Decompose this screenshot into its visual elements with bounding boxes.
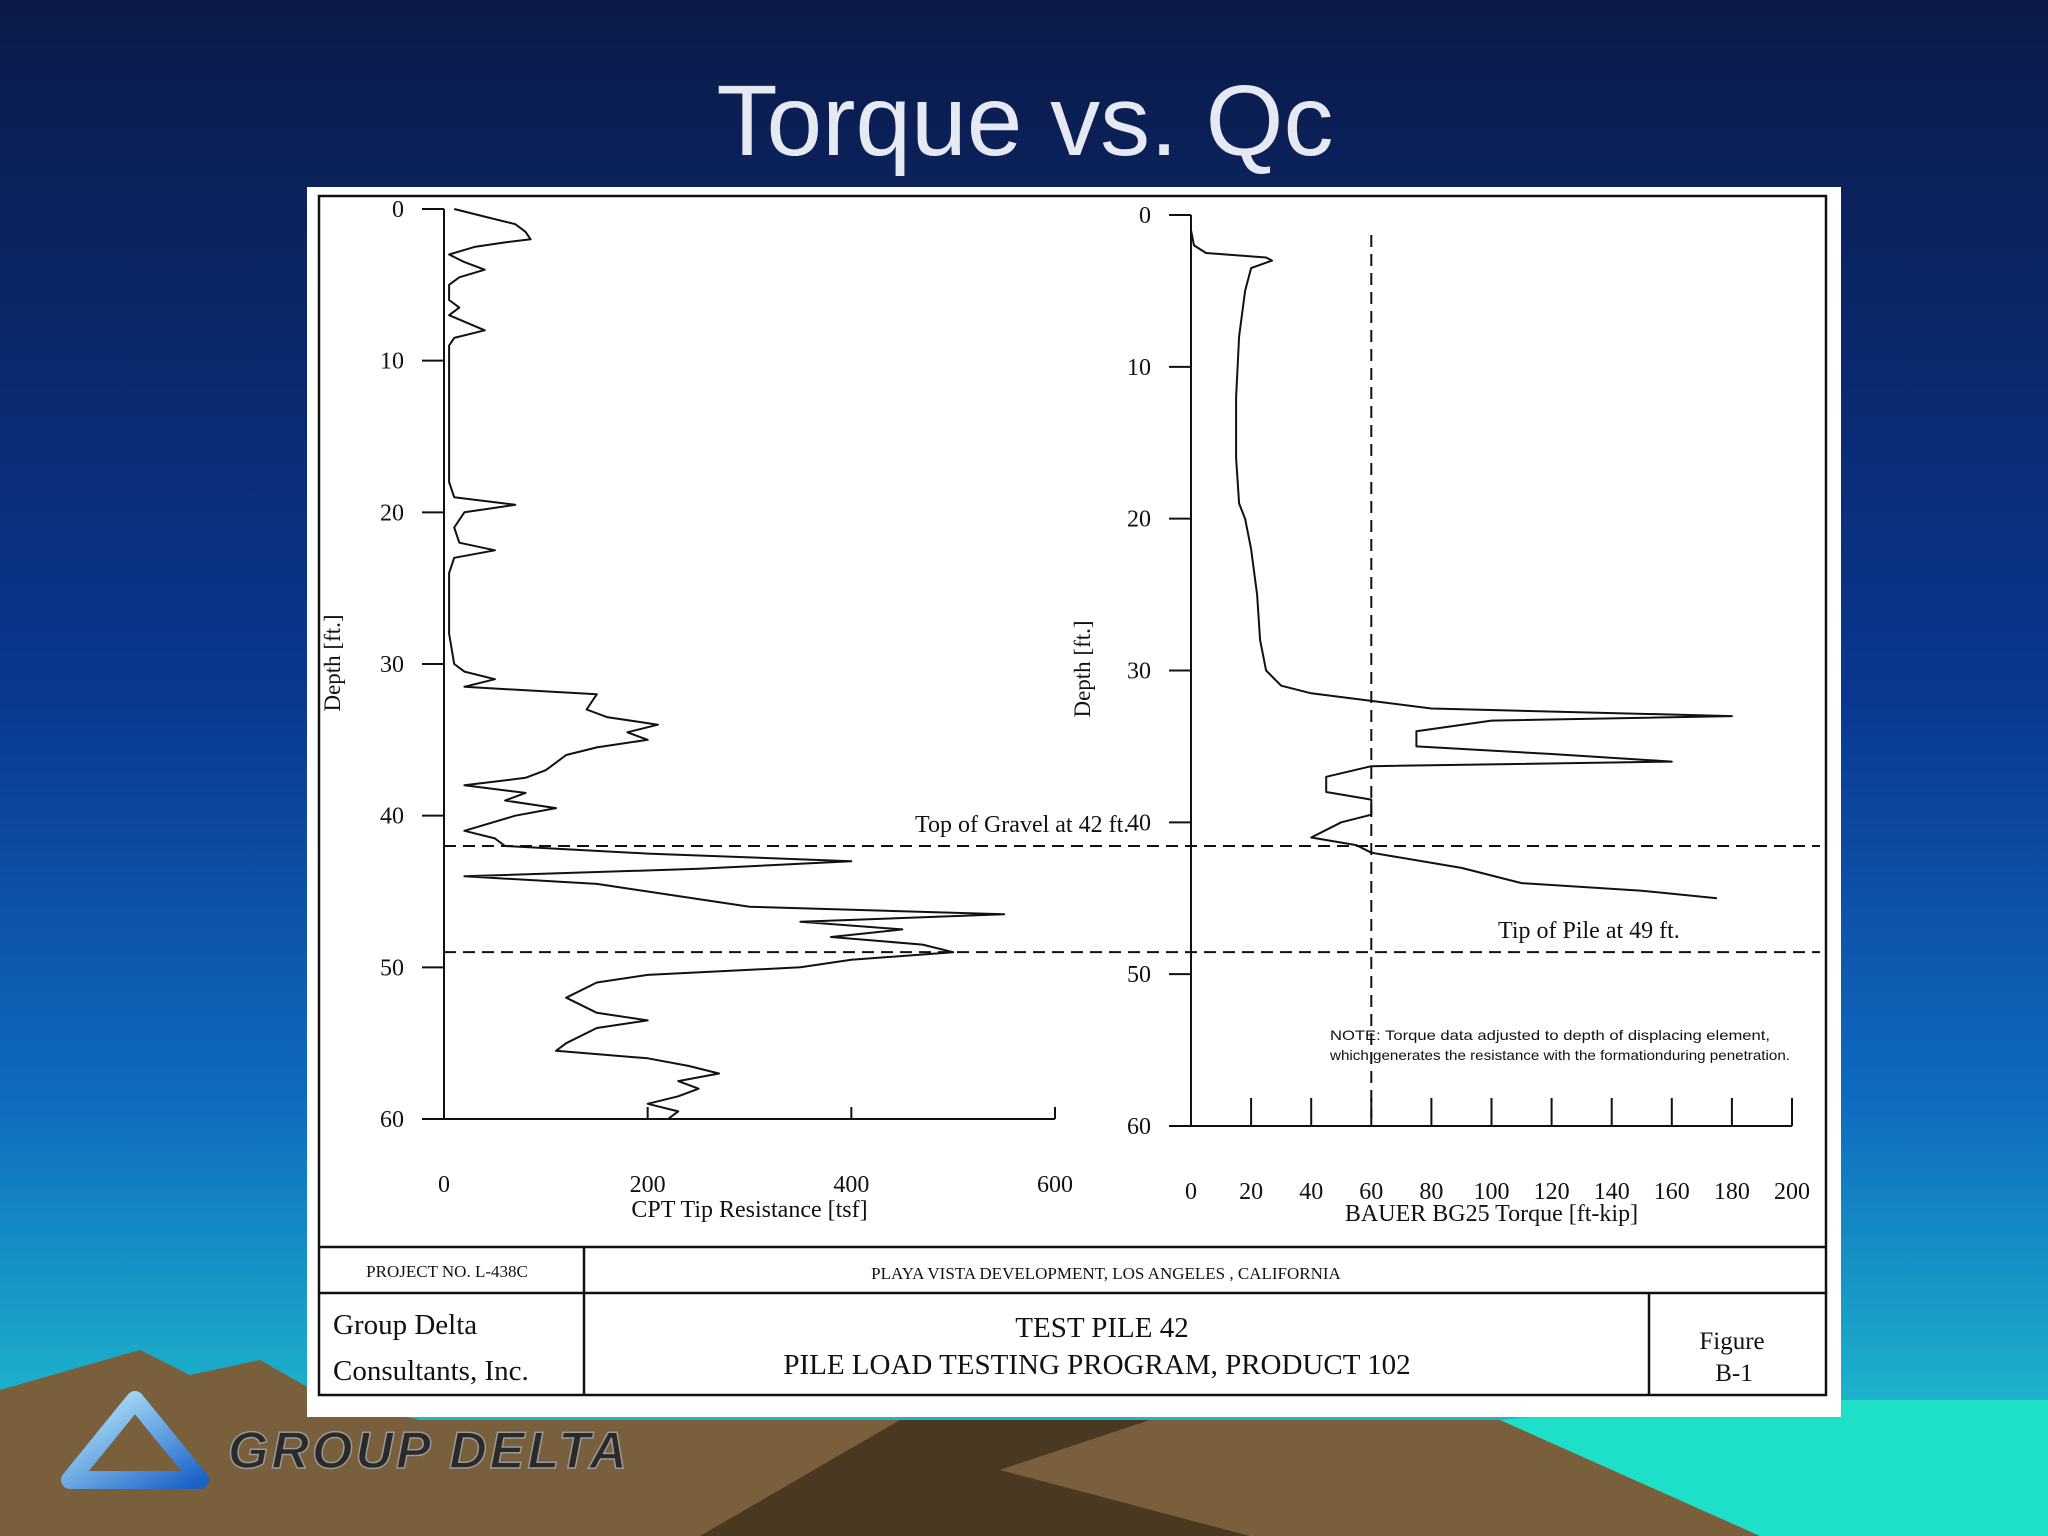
x-axis-title: BAUER BG25 Torque [ft-kip] (1345, 1201, 1638, 1227)
y-tick-label: 10 (380, 349, 404, 375)
y-tick-label: 40 (380, 804, 404, 830)
profile-line (448, 208, 1006, 1120)
reference-label: Top of Gravel at 42 ft. (915, 812, 1129, 838)
project-number: PROJECT NO. L-438C (366, 1262, 528, 1281)
x-tick-label: 60 (1359, 1179, 1383, 1205)
y-tick-label: 0 (1139, 203, 1151, 229)
x-tick-label: 20 (1239, 1179, 1263, 1205)
y-tick-label: 30 (380, 652, 404, 678)
company: Group Delta (333, 1309, 477, 1341)
y-tick-label: 30 (1127, 659, 1151, 685)
x-tick-label: 0 (1185, 1179, 1197, 1205)
x-tick-label: 100 (1474, 1179, 1510, 1205)
x-tick-label: 40 (1299, 1179, 1323, 1205)
x-tick-label: 200 (630, 1172, 666, 1198)
profile-line (1190, 215, 1733, 900)
figure-title: TEST PILE 42 (1015, 1312, 1188, 1344)
x-tick-label: 400 (833, 1172, 869, 1198)
project-location: PLAYA VISTA DEVELOPMENT, LOS ANGELES , C… (871, 1264, 1341, 1283)
figure-label: Figure (1699, 1328, 1764, 1355)
y-axis-title: Depth [ft.] (1070, 620, 1095, 717)
figure-frame (317, 194, 1828, 1397)
y-axis-title: Depth [ft.] (320, 614, 345, 711)
mountain-shadow (700, 1420, 1250, 1536)
title-block-lines (319, 1245, 1826, 1395)
x-tick-label: 200 (1774, 1179, 1810, 1205)
x-tick-label: 140 (1594, 1179, 1630, 1205)
figure-panel (307, 187, 1841, 1417)
y-tick-label: 20 (1127, 507, 1151, 533)
logo (61, 1391, 209, 1489)
note: which generates the resistance with the … (1329, 1047, 1790, 1063)
figure-title: PILE LOAD TESTING PROGRAM, PRODUCT 102 (783, 1349, 1410, 1381)
x-tick-label: 160 (1654, 1179, 1690, 1205)
x-tick-label: 600 (1037, 1172, 1073, 1198)
company: Consultants, Inc. (333, 1355, 529, 1387)
water (1500, 1400, 2048, 1536)
note: NOTE: Torque data adjusted to depth of d… (1330, 1027, 1770, 1043)
y-tick-label: 40 (1127, 810, 1151, 836)
y-tick-label: 60 (1127, 1114, 1151, 1140)
logo-mark (61, 1391, 209, 1489)
y-tick-label: 60 (380, 1107, 404, 1133)
y-tick-label: 10 (1127, 355, 1151, 381)
x-axis-title: CPT Tip Resistance [tsf] (631, 1197, 867, 1223)
y-tick-label: 20 (380, 500, 404, 526)
y-tick-label: 0 (392, 197, 404, 223)
logo-text: GROUP DELTA (228, 1422, 630, 1480)
x-tick-label: 120 (1534, 1179, 1570, 1205)
y-tick-label: 50 (380, 955, 404, 981)
x-tick-label: 80 (1419, 1179, 1443, 1205)
slide-title: Torque vs. Qc (717, 65, 1334, 177)
x-tick-label: 0 (438, 1172, 450, 1198)
figure-number: B-1 (1715, 1360, 1753, 1387)
y-tick-label: 50 (1127, 962, 1151, 988)
reference-label: Tip of Pile at 49 ft. (1498, 918, 1680, 944)
x-tick-label: 180 (1714, 1179, 1750, 1205)
